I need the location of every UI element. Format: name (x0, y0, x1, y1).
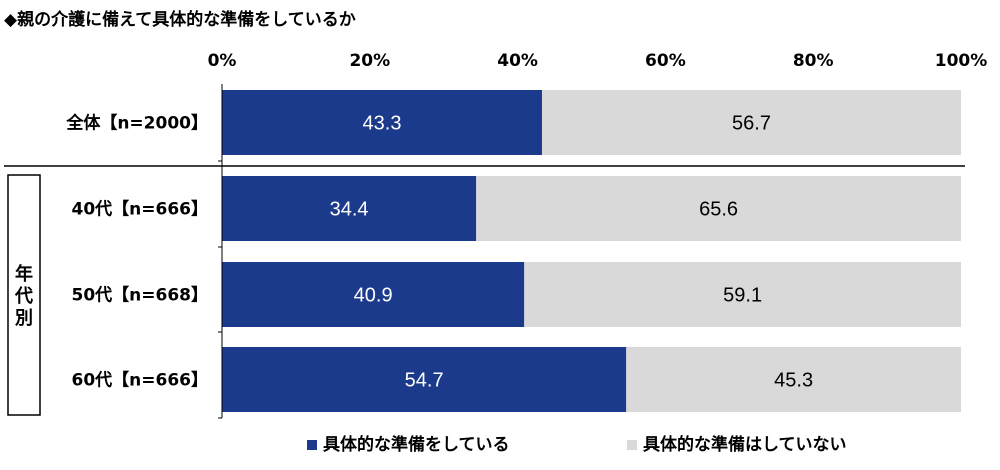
bar-segment-not-prepared (524, 262, 961, 327)
x-tick-label: 0% (208, 51, 237, 71)
chart-title: ◆親の介護に備えて具体的な準備をしているか (4, 10, 356, 30)
category-label: 50代【n=668】 (72, 285, 209, 306)
legend-label: 具体的な準備はしていない (642, 434, 847, 455)
bar-segment-prepared (222, 176, 477, 241)
data-label: 56.7 (732, 113, 771, 135)
x-tick-label: 40% (497, 51, 538, 71)
x-tick-label: 20% (349, 51, 390, 71)
bar-segment-not-prepared (476, 176, 961, 241)
data-label: 40.9 (354, 285, 393, 307)
data-label: 34.4 (330, 199, 369, 221)
data-label: 59.1 (723, 285, 762, 307)
legend-label: 具体的な準備をしている (322, 434, 510, 455)
legend-swatch (307, 440, 317, 450)
group-label-char: 代 (14, 286, 33, 307)
data-label: 43.3 (363, 113, 402, 135)
bar-segment-not-prepared (541, 90, 961, 155)
group-label-box (7, 174, 41, 416)
group-label-char: 年 (15, 263, 33, 285)
category-label: 40代【n=666】 (72, 199, 209, 220)
category-label: 全体【n=2000】 (65, 113, 208, 134)
x-tick-label: 80% (793, 51, 834, 71)
bar-segment-prepared (222, 90, 542, 155)
group-label-char: 別 (15, 308, 33, 329)
x-tick-label: 100% (935, 51, 988, 71)
data-label: 65.6 (699, 199, 738, 221)
data-label: 45.3 (774, 370, 813, 392)
bar-segment-prepared (222, 262, 525, 327)
category-label: 60代【n=666】 (72, 370, 209, 391)
bar-segment-not-prepared (626, 347, 961, 412)
legend-swatch (627, 440, 637, 450)
bar-segment-prepared (222, 347, 627, 412)
x-tick-label: 60% (645, 51, 686, 71)
data-label: 54.7 (405, 370, 444, 392)
